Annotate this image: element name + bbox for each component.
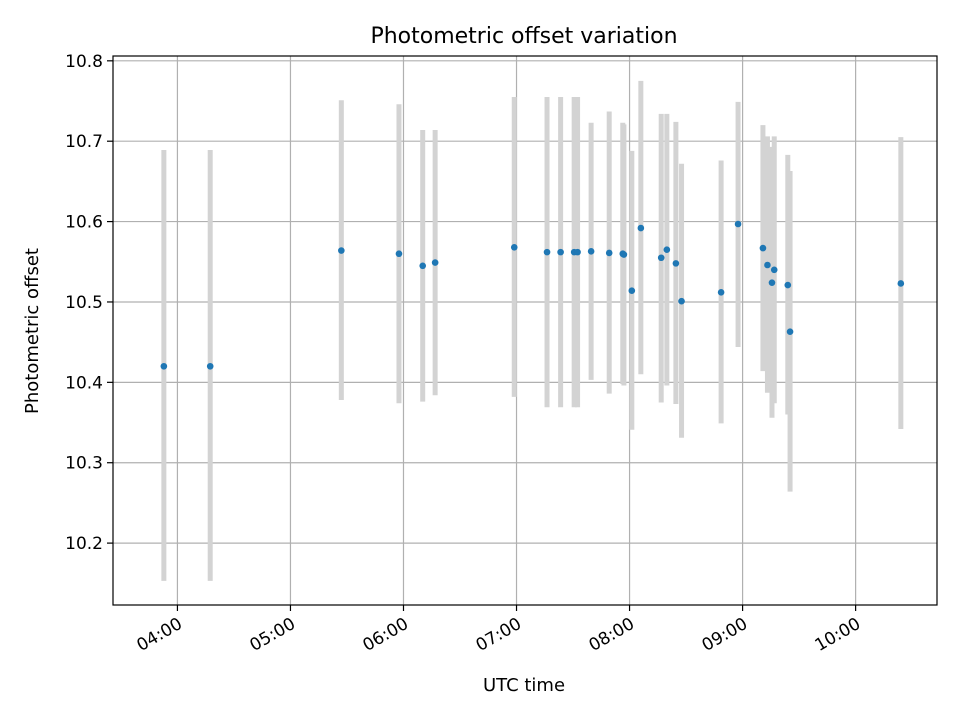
data-point bbox=[160, 362, 168, 370]
data-point bbox=[419, 262, 427, 270]
data-point bbox=[657, 254, 665, 262]
data-point bbox=[587, 248, 595, 255]
y-axis-label: Photometric offset bbox=[22, 248, 43, 414]
data-point bbox=[784, 281, 792, 289]
data-point bbox=[663, 246, 671, 254]
data-point bbox=[764, 261, 771, 269]
y-tick-label: 10.5 bbox=[65, 293, 103, 313]
data-point bbox=[543, 248, 551, 256]
data-point bbox=[678, 297, 685, 305]
data-point bbox=[786, 328, 794, 336]
data-point bbox=[395, 250, 403, 258]
data-point bbox=[431, 259, 439, 266]
data-point bbox=[557, 248, 564, 256]
data-point bbox=[734, 220, 742, 228]
plot-frame bbox=[112, 55, 938, 606]
y-tick-label: 10.8 bbox=[65, 52, 103, 72]
data-point bbox=[574, 248, 581, 256]
data-point bbox=[717, 289, 725, 296]
data-point bbox=[897, 280, 905, 287]
x-axis-label: UTC time bbox=[483, 675, 565, 696]
y-tick-label: 10.2 bbox=[65, 534, 103, 554]
data-point bbox=[637, 224, 645, 232]
data-point bbox=[770, 266, 778, 274]
data-point bbox=[510, 244, 518, 251]
data-point bbox=[338, 247, 345, 254]
data-point bbox=[672, 260, 680, 267]
data-point bbox=[620, 251, 628, 258]
chart-title: Photometric offset variation bbox=[370, 24, 677, 49]
data-point bbox=[759, 244, 767, 252]
y-tick-label: 10.6 bbox=[65, 213, 103, 233]
data-points bbox=[160, 220, 905, 370]
data-point bbox=[206, 362, 214, 370]
data-point bbox=[605, 249, 613, 257]
y-tick-label: 10.3 bbox=[65, 454, 103, 474]
data-point bbox=[628, 287, 636, 295]
y-tick-label: 10.7 bbox=[65, 132, 103, 152]
y-tick-label: 10.4 bbox=[65, 373, 103, 393]
data-point bbox=[768, 279, 776, 286]
